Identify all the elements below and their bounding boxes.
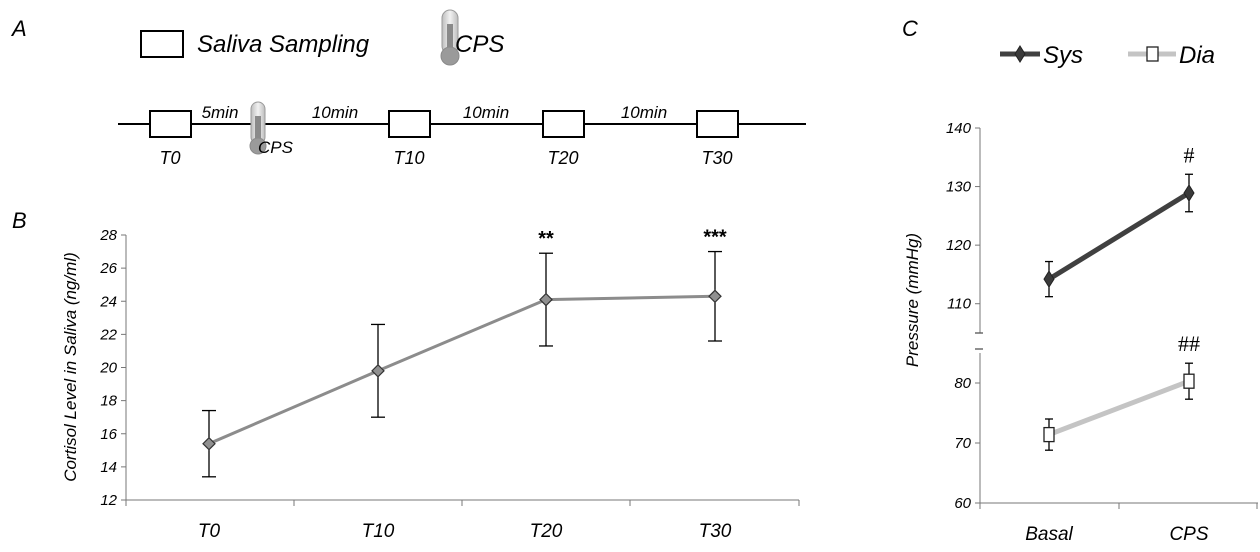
panel-a-label: A [10, 16, 27, 41]
legend-marker-sys [1014, 45, 1026, 63]
panel-b-y-axis-label: Cortisol Level in Saliva (ng/ml) [61, 252, 80, 482]
timeline-interval-label-0: 5min [202, 103, 239, 122]
timeline: T0 T10 T20 T30 5min 10min 10min 10min [149, 103, 739, 168]
panel-b-y-tick-label: 14 [100, 459, 117, 476]
panel-c-data-point-sys [1043, 270, 1055, 289]
panel-c-series-line-dia [1048, 378, 1190, 437]
panel-a: A Saliva Sampling CPS T0 T10 T20 T30 5min 10m… [10, 9, 806, 168]
panel-b-data-point [708, 289, 722, 304]
panel-b-y-tick-label: 16 [100, 426, 117, 443]
panel-c-x-tick-label: CPS [1169, 524, 1208, 545]
timeline-sample-box-t0 [149, 110, 192, 138]
panel-c-y-tick-label: 140 [946, 120, 972, 137]
panel-c-data-point-dia [1043, 426, 1055, 443]
panel-c-series-line-sys [1047, 190, 1191, 282]
panel-c: C Sys Dia Pressure (mmHg) 110 120 130 140 60 7… [902, 16, 1258, 545]
panel-c-significance-marker: ## [1178, 331, 1200, 356]
panel-c-y-tick-label: 70 [954, 435, 971, 452]
panel-c-legend: Sys Dia [1000, 42, 1215, 69]
thermometer-timeline-icon [249, 101, 267, 155]
legend-label-sys: Sys [1043, 42, 1083, 69]
panel-b-x-tick-label: T10 [362, 521, 395, 542]
panel-c-y-tick-label: 130 [946, 179, 972, 196]
saliva-sampling-legend-label: Saliva Sampling [197, 31, 370, 58]
panel-c-y-tick-label: 120 [946, 237, 972, 254]
timeline-sample-box-t20 [542, 110, 585, 138]
thermometer-legend-icon [440, 9, 460, 66]
timeline-sample-box-t10 [388, 110, 431, 138]
panel-b-significance-marker: *** [703, 227, 727, 249]
panel-b-y-tick-label: 22 [99, 326, 117, 343]
panel-c-data-point-dia [1183, 373, 1195, 389]
panel-c-y-tick-label: 80 [954, 375, 971, 392]
legend-label-dia: Dia [1179, 42, 1215, 69]
panel-c-y-tick-label: 60 [954, 495, 971, 512]
panel-c-x-tick-label: Basal [1025, 524, 1073, 545]
timeline-sample-label-t30: T30 [701, 148, 732, 168]
timeline-interval-label-2: 10min [463, 103, 509, 122]
panel-b-data-point [202, 436, 216, 451]
panel-c-y-tick-label: 110 [947, 296, 972, 313]
saliva-sampling-legend-box [140, 30, 184, 58]
timeline-sample-label-t10: T10 [393, 148, 424, 168]
panel-b-x-tick-label: T0 [198, 521, 221, 542]
panel-b-x-tick-label: T30 [699, 521, 732, 542]
cps-legend-label: CPS [455, 31, 504, 58]
legend-marker-dia [1146, 46, 1159, 62]
panel-b-y-tick-label: 28 [99, 227, 117, 244]
panel-c-y-axis-label: Pressure (mmHg) [903, 233, 922, 367]
panel-b-significance-marker: ** [538, 228, 554, 250]
panel-b-label: B [12, 208, 27, 233]
timeline-interval-label-3: 10min [621, 103, 667, 122]
panel-b-y-tick-label: 26 [99, 260, 117, 277]
timeline-sample-label-t0: T0 [159, 148, 180, 168]
panel-b-y-tick-label: 12 [100, 492, 117, 509]
panel-b-x-tick-label: T20 [530, 521, 563, 542]
timeline-interval-label-1: 10min [312, 103, 358, 122]
panel-b-series-line [208, 294, 716, 446]
timeline-sample-box-t30 [696, 110, 739, 138]
panel-b-data-point [539, 292, 553, 307]
panel-b: B Cortisol Level in Saliva (ng/ml) 12 14 1… [12, 208, 800, 542]
panel-c-label: C [902, 16, 918, 41]
timeline-sample-label-t20: T20 [547, 148, 578, 168]
panel-b-y-tick-label: 18 [100, 393, 117, 410]
panel-b-data-point [371, 363, 385, 378]
panel-c-significance-marker: # [1184, 142, 1195, 167]
panel-b-y-tick-label: 24 [99, 293, 117, 310]
timeline-cps-label: CPS [258, 138, 294, 157]
panel-c-data-point-sys [1183, 184, 1195, 202]
panel-b-y-tick-label: 20 [99, 360, 117, 377]
